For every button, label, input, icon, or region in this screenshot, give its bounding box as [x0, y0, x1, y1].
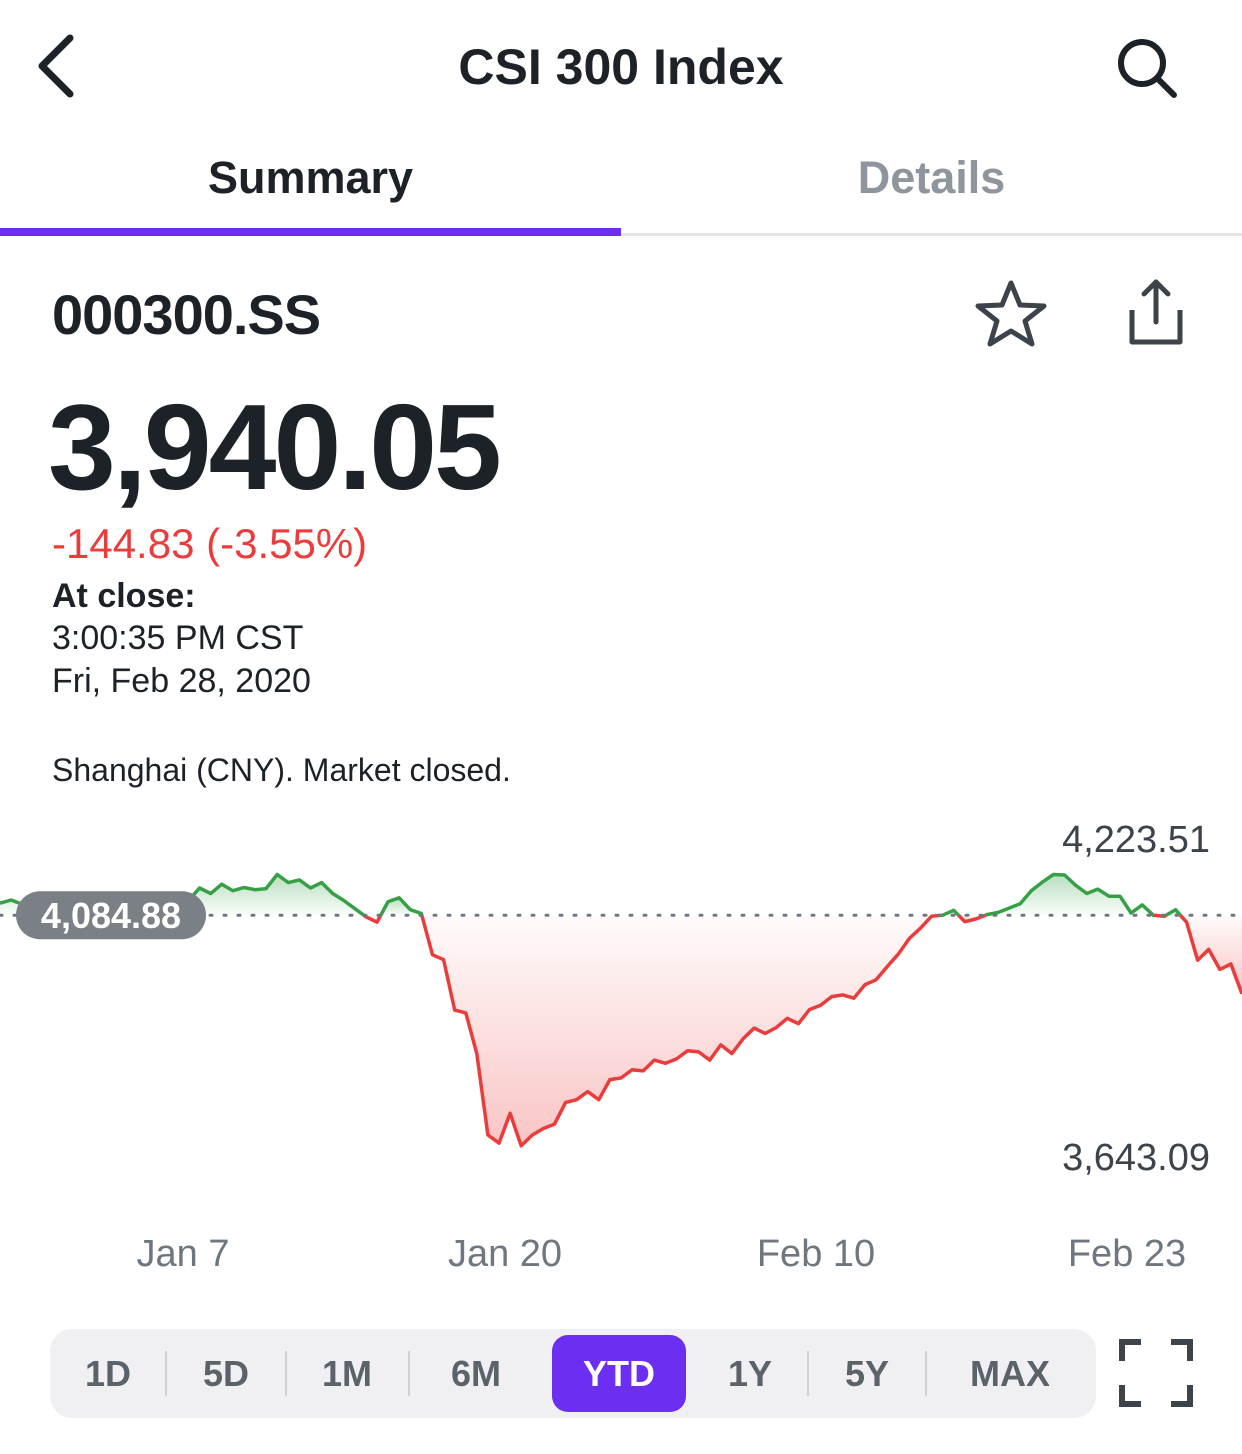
market-status: Shanghai (CNY). Market closed.: [52, 752, 511, 788]
chart-low-label: 3,643.09: [1062, 1137, 1210, 1179]
price-line-up: [940, 908, 960, 917]
previous-close-badge: [16, 891, 206, 940]
gain-area: [985, 874, 1154, 916]
range-max[interactable]: MAX: [970, 1353, 1050, 1394]
price-line-up: [984, 872, 1156, 917]
search-button[interactable]: [1108, 30, 1188, 110]
price-change: -144.83 (-3.55%): [52, 520, 368, 567]
share-icon: [1129, 279, 1183, 345]
range-1y[interactable]: 1Y: [727, 1353, 773, 1394]
share-button[interactable]: [1116, 274, 1194, 352]
price-chart[interactable]: 4,084.88 4,223.51 3,643.09: [0, 800, 1242, 1200]
range-selector: 1D 5D 1M 6M YTD 1Y 5Y MAX: [50, 1329, 1096, 1418]
x-tick-label: Feb 23: [1067, 1233, 1187, 1275]
tab-summary[interactable]: Summary: [207, 152, 414, 203]
range-5d[interactable]: 5D: [202, 1353, 250, 1394]
loss-area: [1180, 915, 1242, 994]
divider: [165, 1351, 167, 1396]
divider: [925, 1351, 927, 1396]
price-line-down: [957, 913, 987, 924]
range-ytd[interactable]: YTD: [552, 1335, 686, 1412]
previous-close-label: 4,084.88: [41, 895, 181, 936]
expand-chart-button[interactable]: [1116, 1336, 1196, 1410]
tab-divider: [0, 233, 1242, 236]
divider: [285, 1351, 287, 1396]
price-line-down: [1178, 914, 1242, 995]
x-tick-label: Feb 10: [756, 1233, 876, 1275]
range-1m[interactable]: 1M: [321, 1353, 372, 1394]
page-title: CSI 300 Index: [458, 39, 784, 95]
back-button[interactable]: [30, 28, 90, 108]
range-5y[interactable]: 5Y: [844, 1353, 890, 1394]
divider: [807, 1351, 809, 1396]
loss-area: [421, 915, 942, 1146]
x-tick-label: Jan 20: [447, 1233, 563, 1275]
at-close-label: At close:: [52, 577, 196, 615]
chevron-left-icon: [38, 34, 74, 98]
price-line-up: [1165, 907, 1182, 917]
x-tick-label: Jan 7: [136, 1233, 230, 1275]
fullscreen-expand-icon: [1119, 1339, 1193, 1407]
search-icon: [1118, 39, 1177, 98]
chart-high-label: 4,223.51: [1062, 819, 1210, 861]
ticker-symbol: 000300.SS: [52, 283, 321, 346]
range-6m[interactable]: 6M: [450, 1353, 501, 1394]
star-outline-icon: [975, 280, 1047, 347]
divider: [408, 1351, 410, 1396]
current-price: 3,940.05: [48, 379, 502, 515]
watchlist-button[interactable]: [972, 278, 1050, 350]
active-tab-indicator: [0, 228, 621, 236]
close-time: 3:00:35 PM CST: [52, 619, 304, 657]
tab-details[interactable]: Details: [857, 152, 1006, 203]
close-date: Fri, Feb 28, 2020: [52, 662, 311, 700]
range-1d[interactable]: 1D: [84, 1353, 132, 1394]
price-line-down: [420, 913, 943, 1148]
